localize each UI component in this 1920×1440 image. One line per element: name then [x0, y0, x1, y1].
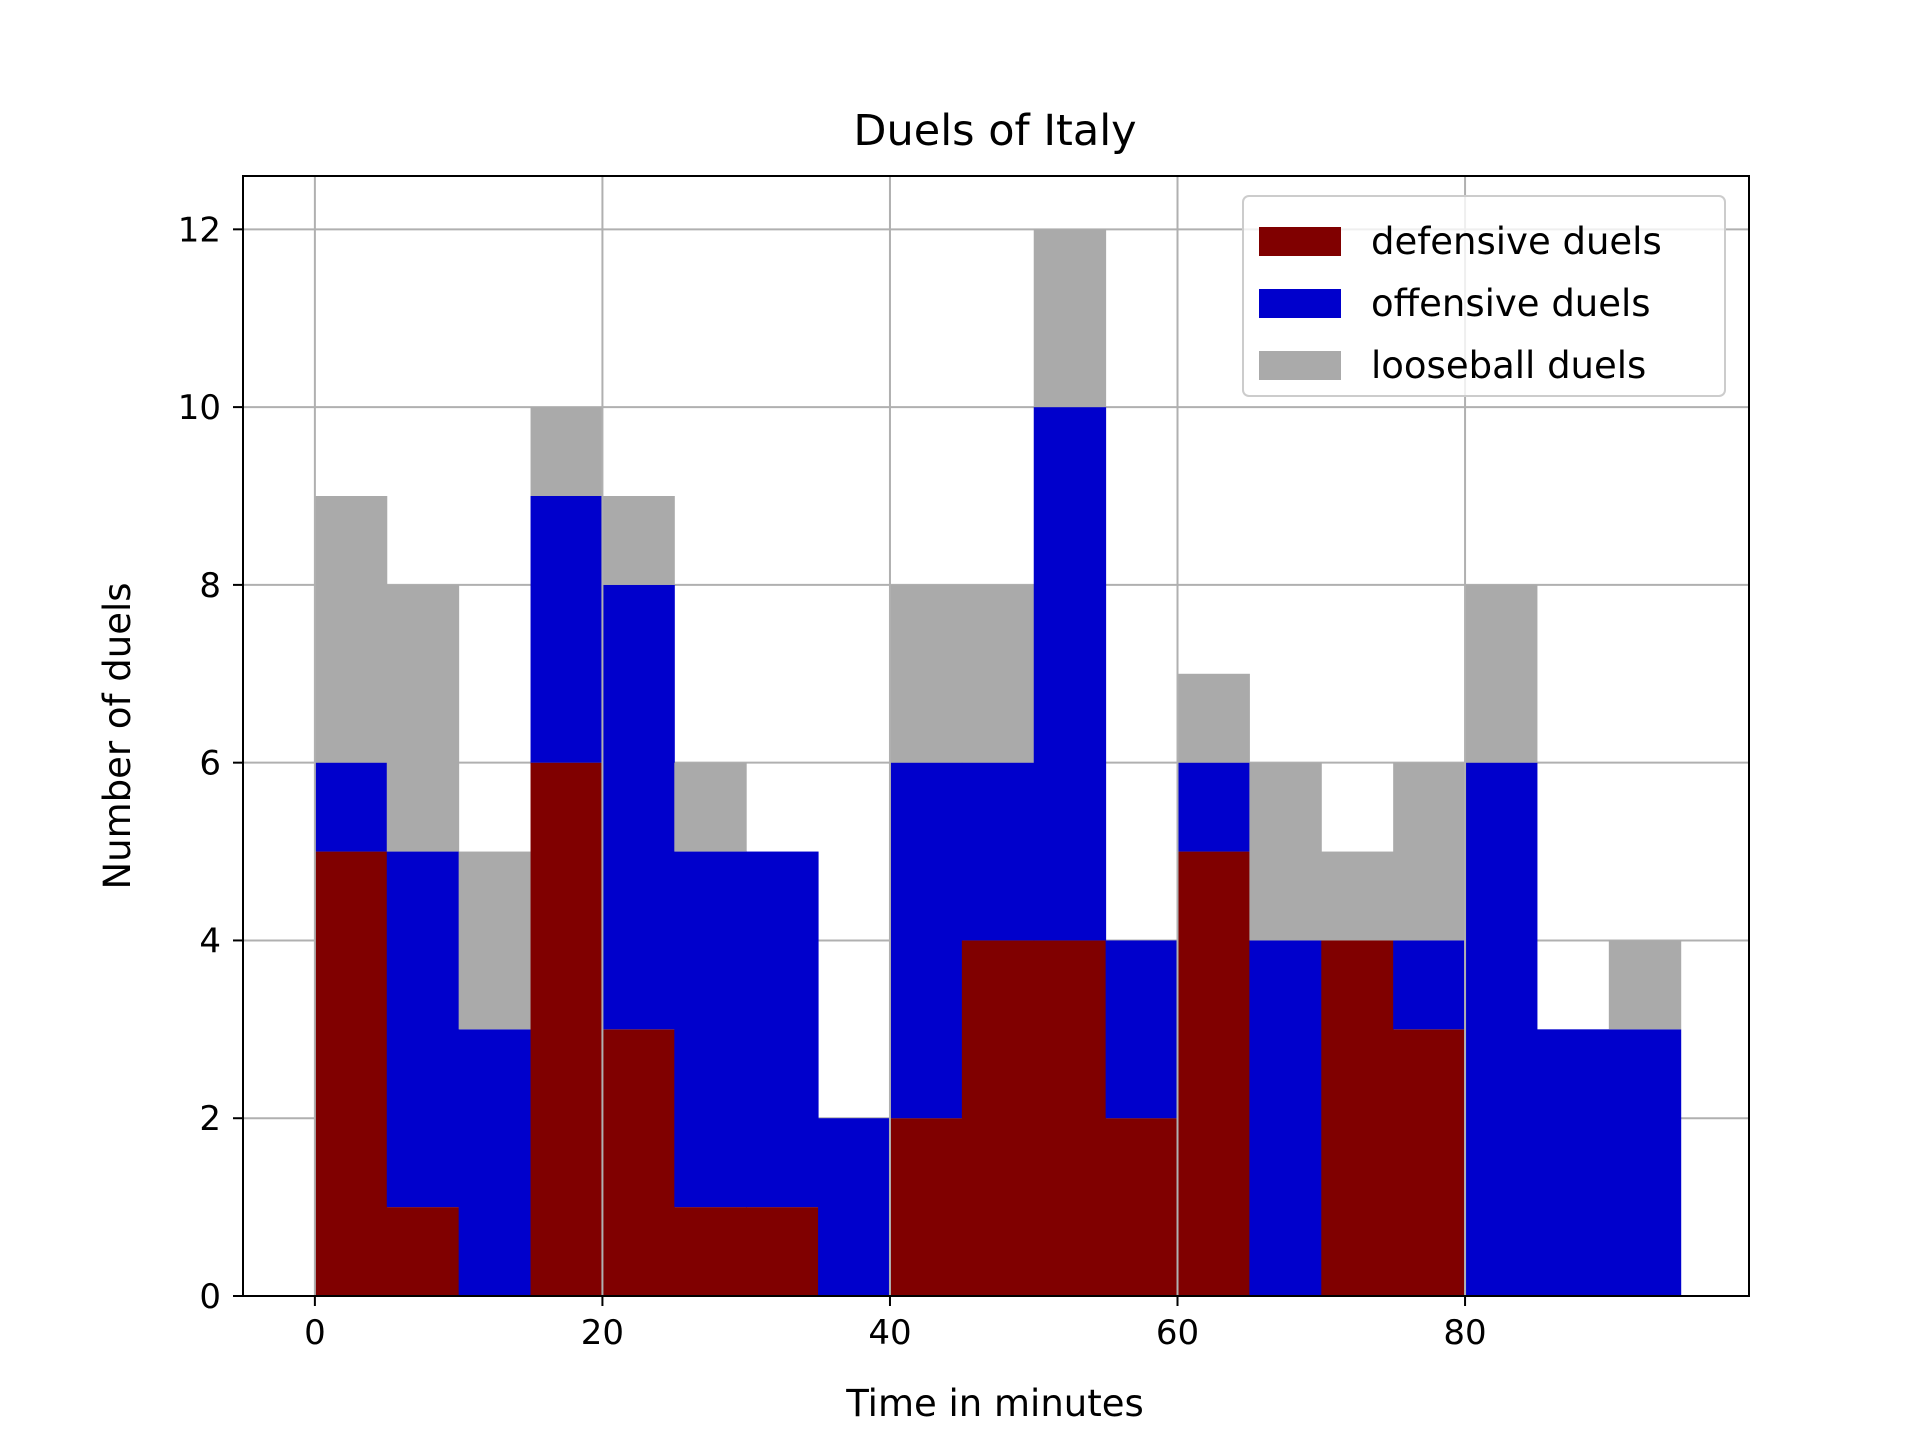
- bar-offensive-duels-85: [1536, 1029, 1610, 1296]
- x-tick-label: 20: [581, 1313, 624, 1353]
- bar-looseball-duels-75: [1393, 762, 1466, 941]
- bar-looseball-duels-20: [602, 496, 675, 585]
- bar-defensive-duels-50: [1033, 940, 1107, 1296]
- chart-title: Duels of Italy: [853, 106, 1136, 156]
- bar-looseball-duels-5: [386, 584, 460, 852]
- bar-offensive-duels-30: [746, 851, 819, 1208]
- bar-offensive-duels-10: [458, 1029, 532, 1296]
- axis-ticks: 0 20 40 60 80 0 2 4 6 8 10 12: [178, 210, 1487, 1353]
- bar-looseball-duels-60: [1177, 673, 1250, 763]
- bar-offensive-duels-45: [961, 762, 1035, 941]
- y-tick-label: 8: [199, 566, 221, 606]
- x-tick-label: 40: [868, 1313, 911, 1353]
- bar-defensive-duels-55: [1105, 1118, 1179, 1296]
- legend-label-defensive-duels: defensive duels: [1371, 220, 1662, 263]
- legend-box: [1242, 195, 1726, 397]
- bar-offensive-duels-80: [1465, 762, 1538, 1296]
- legend-swatch-looseball-duels: [1259, 351, 1341, 380]
- bar-looseball-duels-80: [1465, 584, 1538, 763]
- bar-defensive-duels-20: [602, 1029, 675, 1296]
- bar-offensive-duels-5: [386, 851, 460, 1208]
- y-axis-label: Number of duels: [96, 582, 139, 889]
- y-tick-label: 4: [199, 921, 221, 961]
- legend-label-looseball-duels: looseball duels: [1371, 344, 1646, 387]
- y-tick-label: 2: [199, 1099, 221, 1139]
- bar-looseball-duels-65: [1249, 762, 1322, 941]
- bar-offensive-duels-90: [1608, 1029, 1682, 1296]
- bar-looseball-duels-70: [1321, 851, 1394, 941]
- histogram-bars: [314, 229, 1682, 1296]
- bar-defensive-duels-45: [961, 940, 1035, 1296]
- bar-defensive-duels-70: [1321, 940, 1394, 1296]
- bar-offensive-duels-55: [1105, 940, 1179, 1119]
- bar-offensive-duels-15: [530, 496, 603, 763]
- bar-offensive-duels-0: [314, 762, 388, 852]
- legend-label-offensive-duels: offensive duels: [1371, 282, 1651, 325]
- bar-offensive-duels-65: [1249, 940, 1322, 1296]
- bar-looseball-duels-25: [674, 762, 747, 852]
- bar-defensive-duels-15: [530, 762, 603, 1296]
- x-tick-label: 60: [1156, 1313, 1199, 1353]
- vertical-grid-lines: [313, 176, 1467, 1296]
- bar-defensive-duels-25: [674, 1207, 747, 1296]
- bar-looseball-duels-10: [458, 851, 532, 1030]
- bar-offensive-duels-35: [818, 1118, 891, 1296]
- legend-swatch-defensive-duels: [1259, 227, 1341, 256]
- legend-swatch-offensive-duels: [1259, 289, 1341, 318]
- y-tick-label: 6: [199, 744, 221, 784]
- bar-defensive-duels-75: [1393, 1029, 1466, 1296]
- y-tick-label: 0: [199, 1277, 221, 1317]
- bar-defensive-duels-5: [386, 1207, 460, 1296]
- y-tick-label: 12: [178, 210, 221, 250]
- bar-defensive-duels-0: [314, 851, 388, 1296]
- bar-looseball-duels-50: [1033, 229, 1107, 408]
- bar-looseball-duels-90: [1608, 940, 1682, 1030]
- bar-offensive-duels-60: [1177, 762, 1250, 852]
- bar-offensive-duels-40: [889, 762, 963, 1119]
- bar-looseball-duels-15: [530, 407, 603, 496]
- x-tick-label: 80: [1443, 1313, 1486, 1353]
- y-tick-label: 10: [178, 388, 221, 428]
- plot-area-frame: [242, 175, 1750, 1297]
- bar-looseball-duels-40: [889, 584, 963, 763]
- bar-offensive-duels-50: [1033, 407, 1107, 941]
- bar-looseball-duels-45: [961, 584, 1035, 763]
- x-axis-label: Time in minutes: [845, 1382, 1144, 1425]
- legend: defensive duels offensive duels looseball …: [1242, 195, 1726, 397]
- bar-offensive-duels-25: [674, 851, 747, 1208]
- bar-offensive-duels-20: [602, 584, 675, 1030]
- bar-defensive-duels-40: [889, 1118, 963, 1296]
- bar-defensive-duels-60: [1177, 851, 1250, 1296]
- x-tick-label: 0: [304, 1313, 326, 1353]
- bar-offensive-duels-75: [1393, 940, 1466, 1030]
- bar-defensive-duels-30: [746, 1207, 819, 1296]
- bar-looseball-duels-0: [314, 496, 388, 763]
